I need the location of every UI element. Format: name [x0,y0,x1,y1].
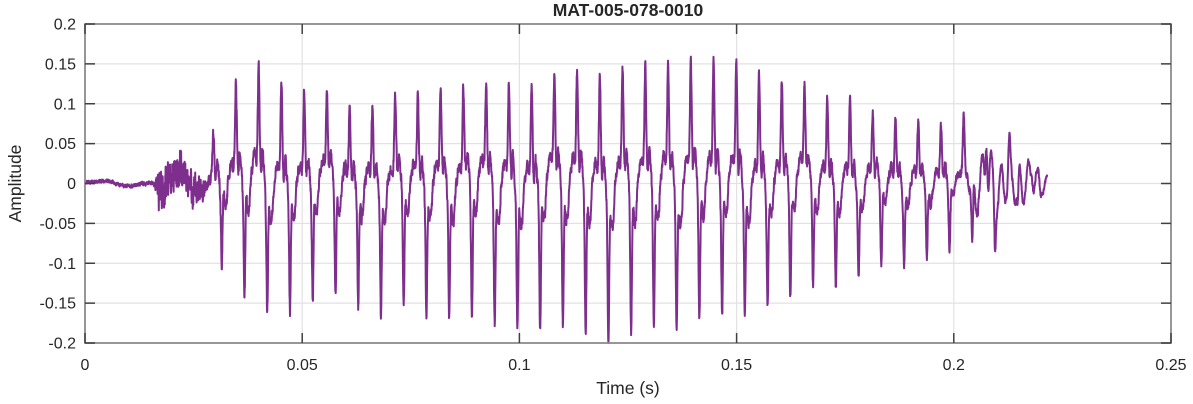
y-tick-label: 0 [67,176,76,193]
y-axis-label: Amplitude [5,145,25,223]
series-layer [84,55,1049,344]
y-tick-label: -0.1 [48,256,76,273]
x-tick-label: 0.25 [1155,357,1186,374]
y-tick-label: 0.15 [45,56,76,73]
x-tick-label: 0.15 [721,357,752,374]
x-tick-label: 0.05 [287,357,318,374]
y-tick-label: -0.05 [40,216,77,233]
tick-label-layer: 0 0.05 0.1 0.15 0.2 0.25 -0.2 -0.15 -0.1 -0.05 0 0.… [40,17,1187,375]
x-tick-label: 0 [81,357,90,374]
x-tick-label: 0.1 [508,357,530,374]
y-tick-label: 0.05 [45,136,76,153]
y-tick-label: -0.2 [48,336,76,353]
plot-title: MAT-005-078-0010 [553,0,704,20]
waveform-line [84,55,1049,344]
x-axis-label: Time (s) [596,378,660,398]
y-tick-label: -0.15 [40,296,77,313]
y-tick-label: 0.2 [54,17,76,34]
frame-layer [84,23,1172,344]
x-tick-label: 0.2 [943,357,965,374]
y-tick-label: 0.1 [54,96,76,113]
